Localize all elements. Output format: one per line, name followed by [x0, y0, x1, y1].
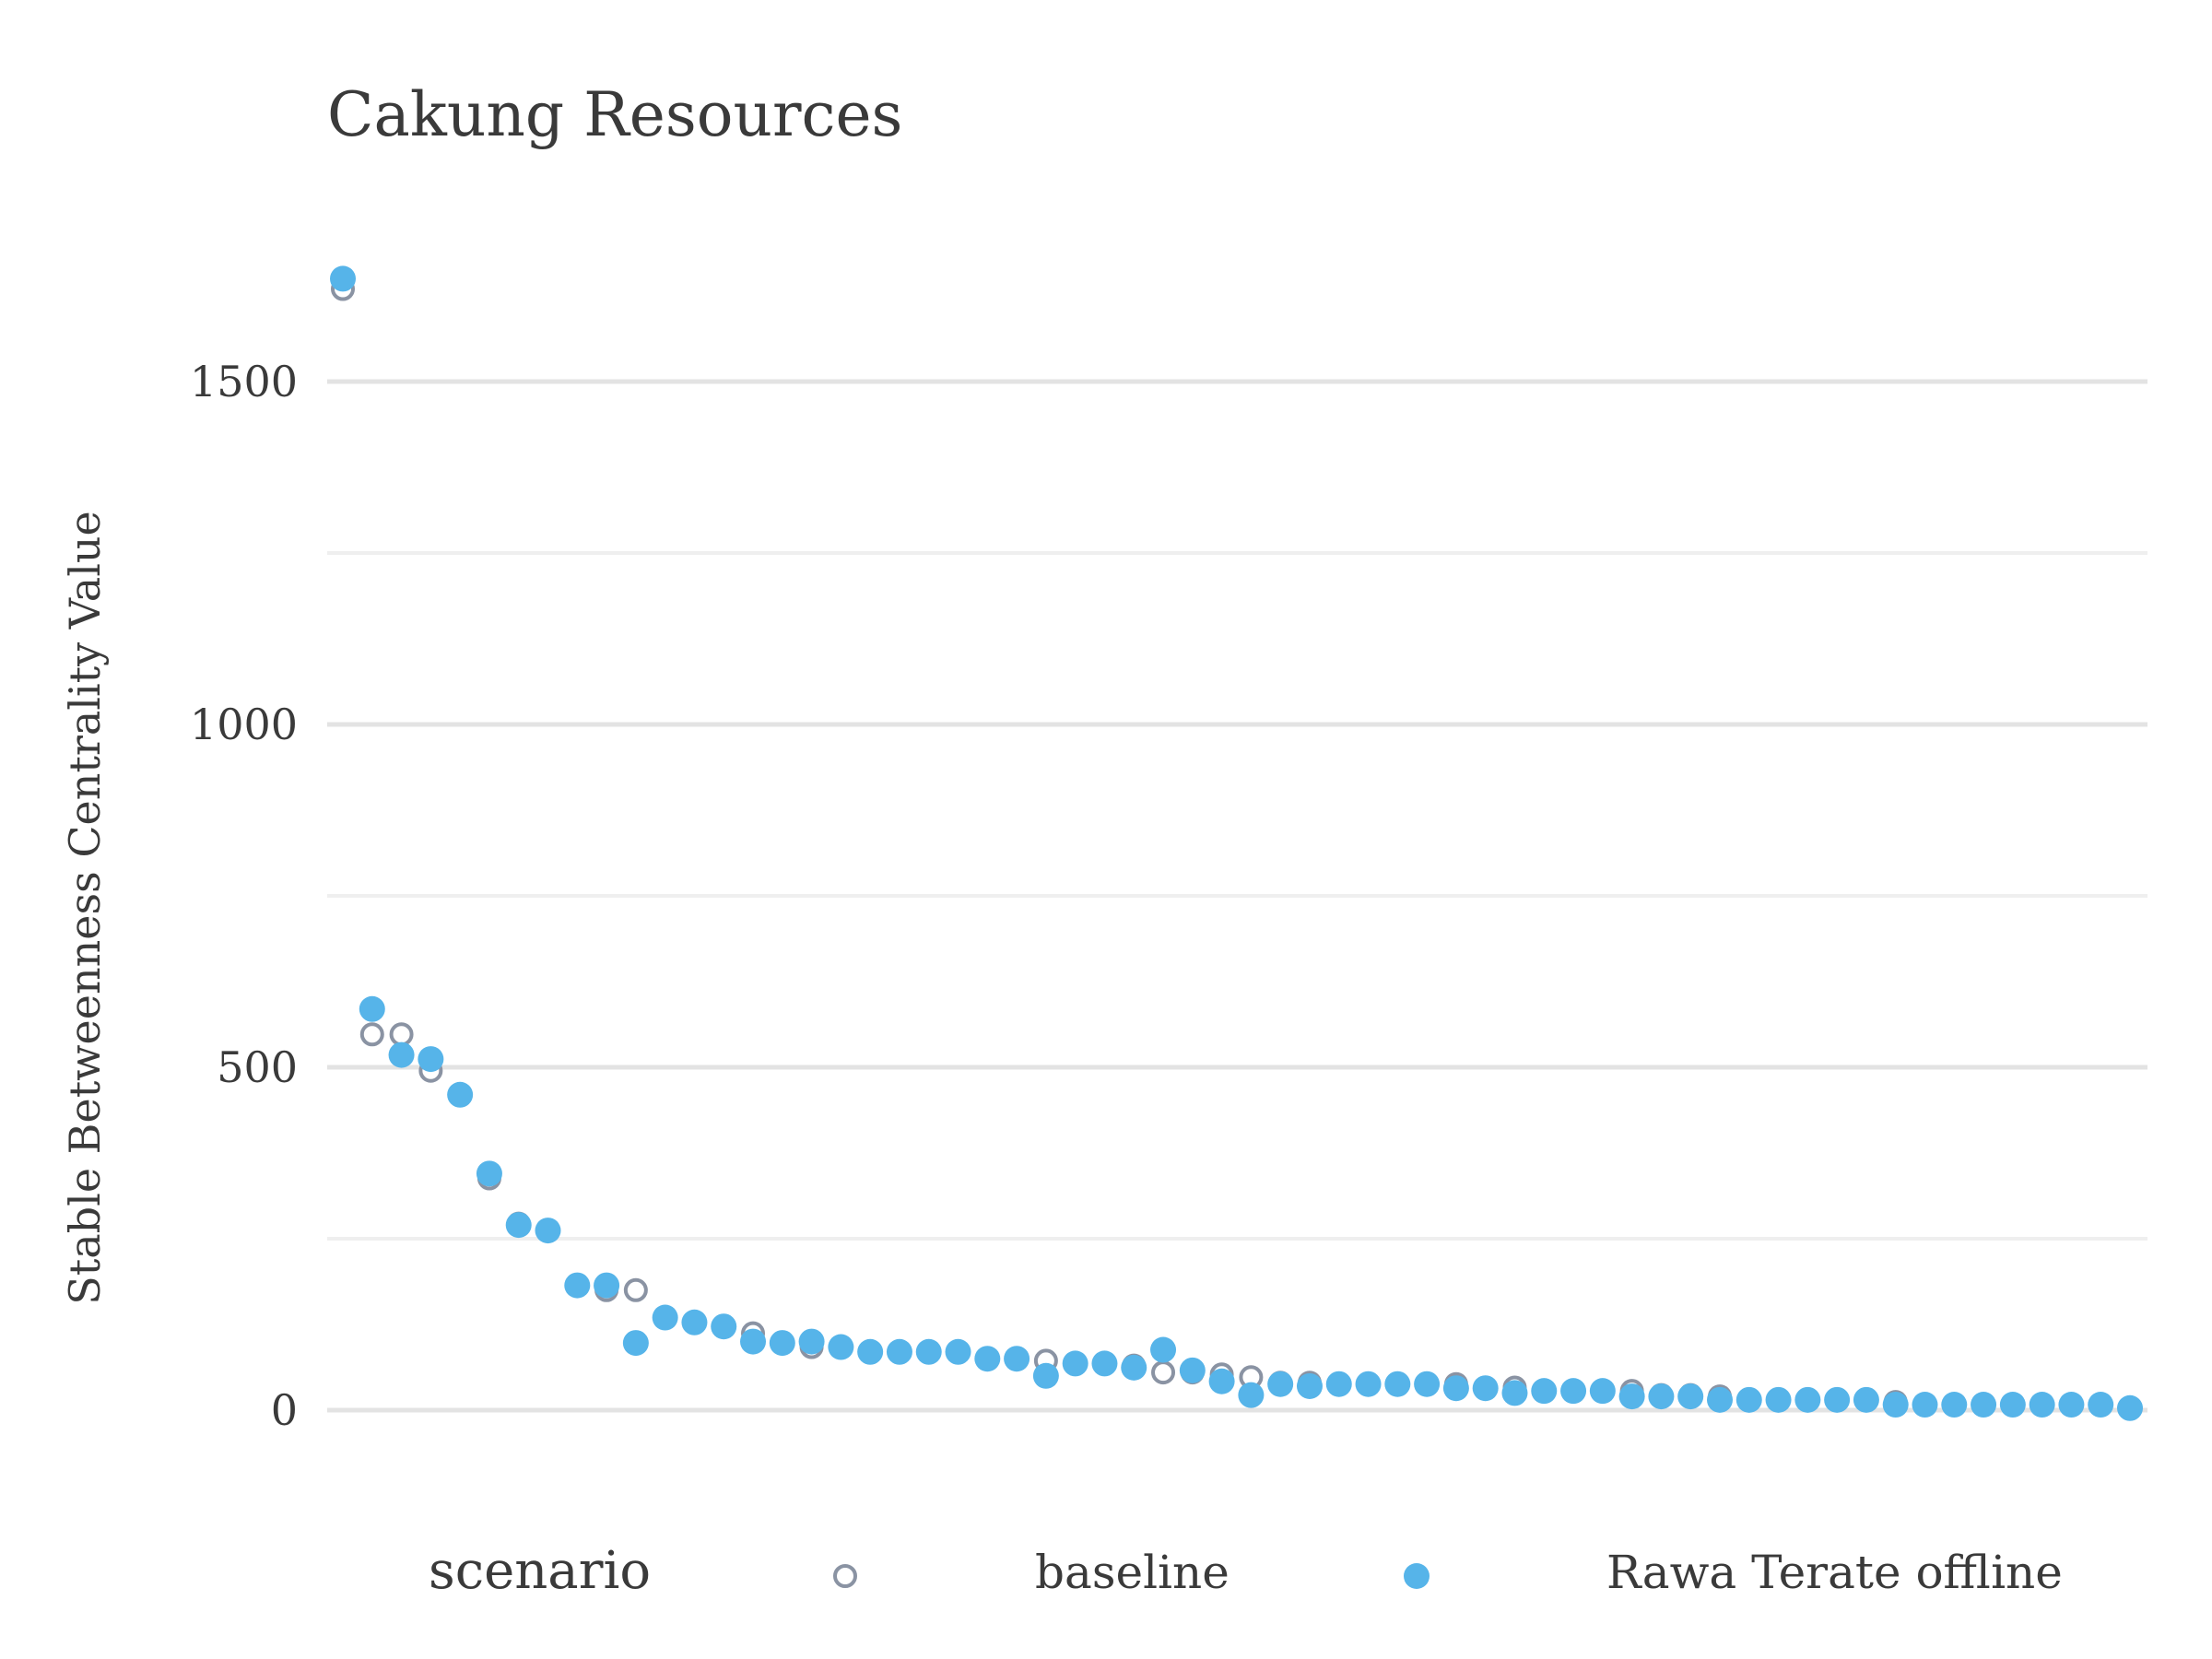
point-rawa-terate-offline — [1706, 1386, 1733, 1413]
point-rawa-terate-offline — [1384, 1371, 1411, 1397]
point-rawa-terate-offline — [622, 1330, 649, 1357]
point-rawa-terate-offline — [769, 1330, 795, 1357]
point-rawa-terate-offline — [1355, 1371, 1382, 1397]
point-rawa-terate-offline — [1442, 1375, 1469, 1402]
point-rawa-terate-offline — [1121, 1354, 1147, 1381]
point-baseline — [623, 1277, 648, 1302]
y-tick-label: 500 — [217, 1042, 298, 1092]
point-rawa-terate-offline — [1589, 1378, 1616, 1405]
point-rawa-terate-offline — [1560, 1378, 1587, 1405]
point-rawa-terate-offline — [1150, 1336, 1177, 1363]
point-rawa-terate-offline — [1648, 1383, 1675, 1410]
point-rawa-terate-offline — [535, 1218, 561, 1244]
point-rawa-terate-offline — [1765, 1386, 1792, 1413]
point-rawa-terate-offline — [1824, 1386, 1851, 1413]
point-rawa-terate-offline — [1267, 1371, 1294, 1397]
point-rawa-terate-offline — [1472, 1375, 1499, 1402]
point-rawa-terate-offline — [1325, 1371, 1352, 1397]
point-rawa-terate-offline — [1882, 1392, 1909, 1418]
point-rawa-terate-offline — [330, 265, 356, 292]
point-rawa-terate-offline — [857, 1338, 884, 1365]
point-rawa-terate-offline — [886, 1338, 912, 1365]
point-rawa-terate-offline — [1179, 1357, 1206, 1383]
legend-label-baseline: baseline — [1035, 1546, 1230, 1599]
point-rawa-terate-offline — [1032, 1362, 1059, 1389]
point-rawa-terate-offline — [1501, 1380, 1528, 1406]
point-rawa-terate-offline — [1941, 1392, 1968, 1418]
y-axis-ticks: 0 500 1000 1500 — [190, 357, 298, 1435]
y-tick-label: 1500 — [190, 357, 298, 406]
point-rawa-terate-offline — [1062, 1350, 1088, 1377]
legend-label-rawa-terate-offline: Rawa Terate offline — [1606, 1546, 2063, 1599]
point-rawa-terate-offline — [447, 1081, 474, 1108]
point-baseline — [389, 1022, 414, 1047]
point-rawa-terate-offline — [564, 1272, 591, 1299]
series-rawa-terate-offline — [330, 265, 2143, 1421]
point-rawa-terate-offline — [359, 995, 385, 1022]
point-rawa-terate-offline — [1531, 1378, 1558, 1405]
gridlines — [327, 379, 2147, 1413]
point-rawa-terate-offline — [740, 1328, 767, 1355]
point-rawa-terate-offline — [1853, 1386, 1879, 1413]
point-rawa-terate-offline — [1971, 1392, 1997, 1418]
point-rawa-terate-offline — [652, 1304, 678, 1331]
y-tick-label: 1000 — [190, 700, 298, 749]
chart-title: Cakung Resources — [327, 79, 902, 150]
point-rawa-terate-offline — [2029, 1392, 2055, 1418]
point-rawa-terate-offline — [711, 1313, 737, 1340]
point-rawa-terate-offline — [1999, 1392, 2026, 1418]
point-rawa-terate-offline — [1912, 1392, 1938, 1418]
legend: scenario baseline Rawa Terate offline — [429, 1541, 2063, 1601]
point-rawa-terate-offline — [974, 1346, 1001, 1372]
point-rawa-terate-offline — [1618, 1383, 1645, 1410]
point-rawa-terate-offline — [594, 1272, 620, 1299]
point-rawa-terate-offline — [1735, 1386, 1762, 1413]
legend-marker-baseline — [833, 1564, 857, 1588]
point-rawa-terate-offline — [2058, 1392, 2085, 1418]
point-rawa-terate-offline — [1296, 1372, 1323, 1399]
point-rawa-terate-offline — [945, 1338, 971, 1365]
point-rawa-terate-offline — [1208, 1368, 1235, 1394]
point-rawa-terate-offline — [681, 1309, 708, 1335]
point-rawa-terate-offline — [2117, 1394, 2143, 1421]
point-rawa-terate-offline — [388, 1041, 415, 1068]
point-rawa-terate-offline — [798, 1328, 825, 1355]
legend-marker-rawa-terate-offline — [1404, 1563, 1430, 1589]
point-rawa-terate-offline — [505, 1212, 532, 1239]
series-baseline — [331, 276, 2142, 1420]
point-rawa-terate-offline — [1414, 1371, 1441, 1397]
point-rawa-terate-offline — [1677, 1383, 1704, 1410]
point-rawa-terate-offline — [915, 1338, 942, 1365]
y-tick-label: 0 — [271, 1385, 298, 1435]
y-axis-label: Stable Betweenness Centrality Value — [60, 511, 110, 1305]
point-rawa-terate-offline — [2088, 1392, 2114, 1418]
point-rawa-terate-offline — [418, 1046, 444, 1073]
point-rawa-terate-offline — [1794, 1386, 1821, 1413]
point-rawa-terate-offline — [1238, 1382, 1265, 1408]
point-rawa-terate-offline — [1091, 1350, 1118, 1377]
point-rawa-terate-offline — [828, 1334, 854, 1360]
point-rawa-terate-offline — [476, 1160, 502, 1187]
legend-title: scenario — [429, 1541, 651, 1601]
point-baseline — [1151, 1360, 1176, 1385]
point-rawa-terate-offline — [1004, 1346, 1030, 1372]
point-baseline — [359, 1022, 384, 1047]
